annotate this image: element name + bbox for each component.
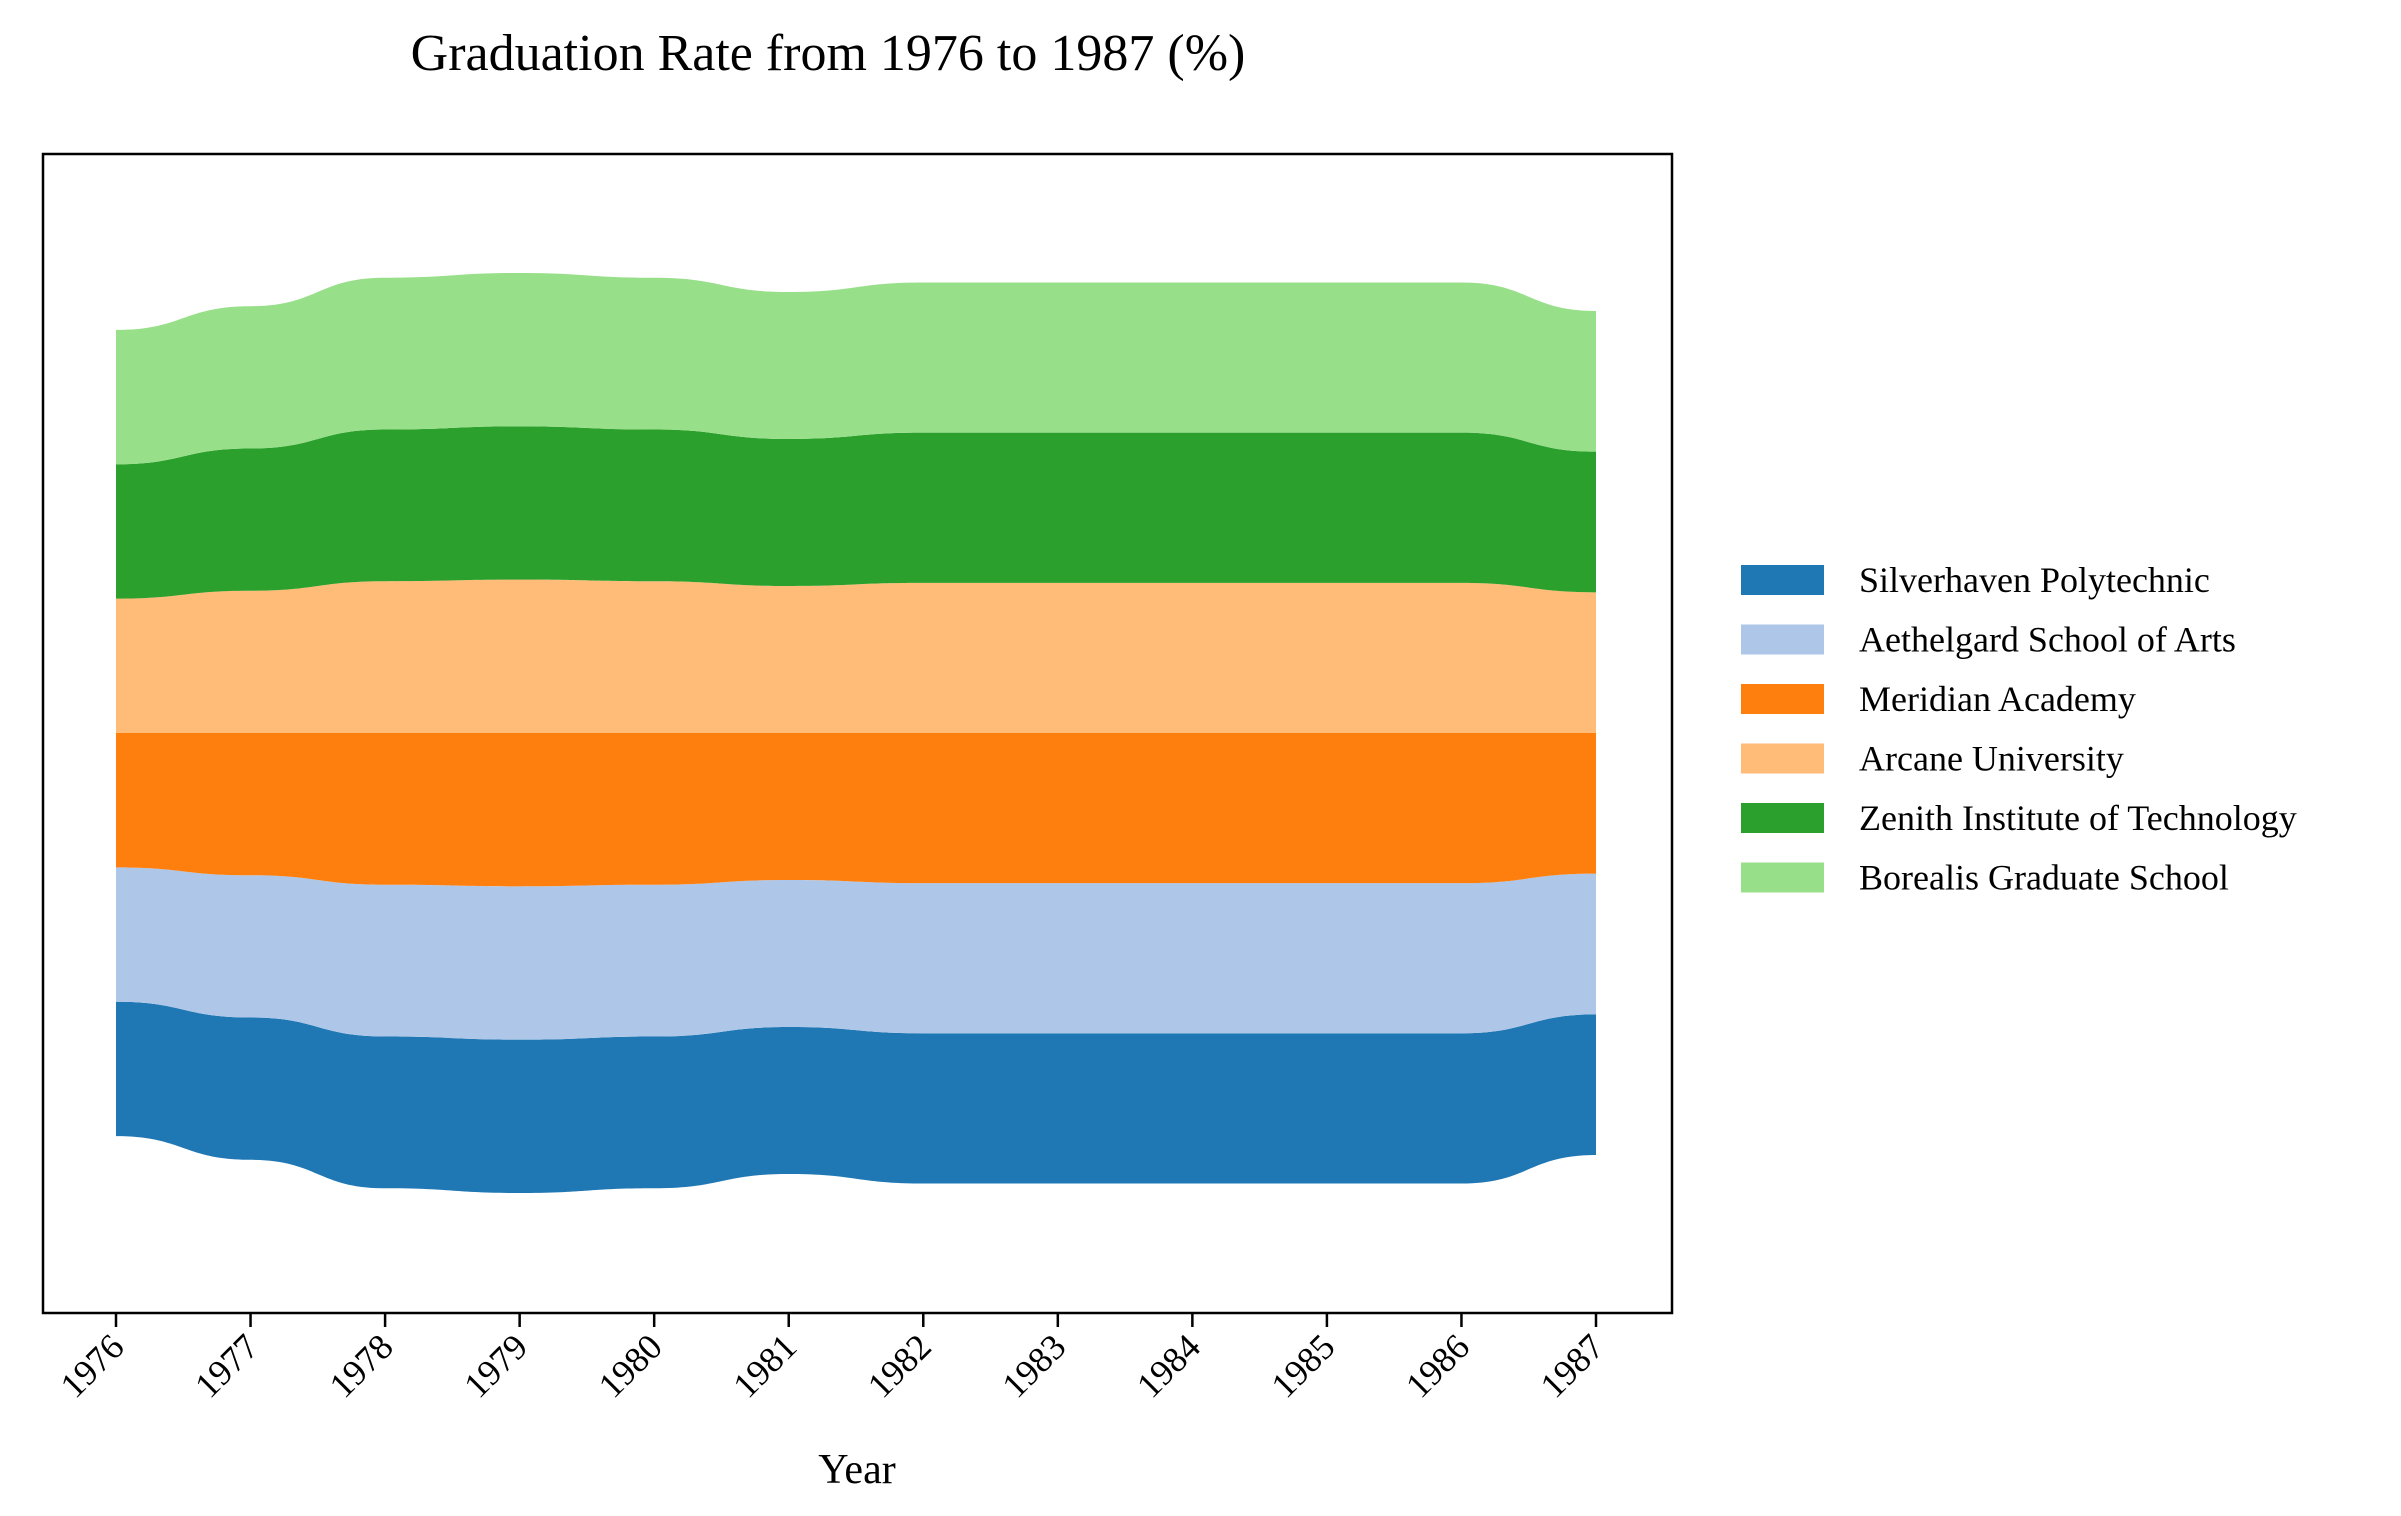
x-tick-label: 1983 (994, 1326, 1073, 1405)
x-tick-label: 1981 (725, 1326, 804, 1405)
chart-title: Graduation Rate from 1976 to 1987 (%) (411, 25, 1246, 82)
x-tick-label: 1987 (1532, 1326, 1611, 1405)
stream-zenith-institute-of-technology (116, 426, 1596, 599)
legend-swatch (1741, 624, 1824, 655)
x-tick-label: 1978 (322, 1326, 401, 1405)
legend-swatch (1741, 862, 1824, 893)
stream-silverhaven-polytechnic (116, 1001, 1596, 1193)
legend-label: Arcane University (1859, 739, 2124, 779)
x-tick-label: 1982 (860, 1326, 939, 1405)
x-tick-label: 1976 (52, 1326, 131, 1405)
x-tick-label: 1986 (1398, 1326, 1477, 1405)
x-tick-label: 1980 (591, 1326, 670, 1405)
x-tick-label: 1985 (1263, 1326, 1342, 1405)
legend-swatch (1741, 684, 1824, 714)
legend-swatch (1741, 743, 1824, 774)
stream-meridian-academy (116, 733, 1596, 887)
legend-label: Meridian Academy (1859, 679, 2136, 719)
plot-frame (41, 152, 1674, 1315)
legend-swatch (1741, 803, 1824, 833)
x-tick-label: 1979 (456, 1326, 535, 1405)
x-tick-label: 1984 (1129, 1326, 1208, 1405)
legend-label: Silverhaven Polytechnic (1859, 560, 2210, 600)
legend-label: Zenith Institute of Technology (1859, 798, 2297, 838)
x-axis: 1976 1977 1978 1979 1980 1981 1982 1983 1984 1985… (52, 1313, 1612, 1406)
stream-layers (116, 273, 1596, 1193)
legend-label: Borealis Graduate School (1859, 858, 2229, 898)
legend-swatch (1741, 565, 1824, 595)
stream-borealis-graduate-school (116, 273, 1596, 465)
stream-arcane-university (116, 579, 1596, 733)
x-axis-label: Year (818, 1447, 895, 1493)
legend: Silverhaven Polytechnic Aethelgard School… (1741, 560, 2297, 898)
legend-label: Aethelgard School of Arts (1859, 620, 2236, 660)
x-tick-label: 1977 (187, 1326, 266, 1405)
stream-aethelgard-school-of-arts (116, 867, 1596, 1040)
